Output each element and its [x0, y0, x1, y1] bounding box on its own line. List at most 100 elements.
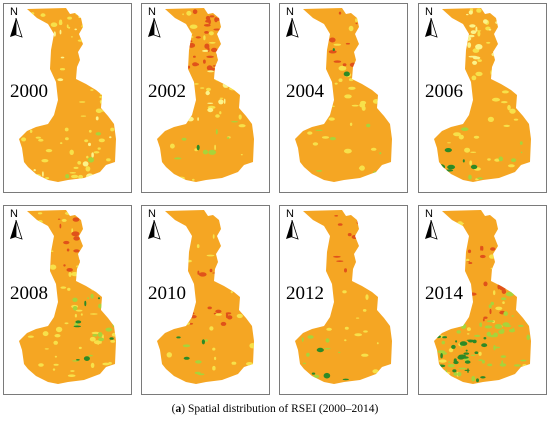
rsei-patch — [198, 272, 207, 277]
rsei-patch — [461, 127, 469, 131]
rsei-patch — [509, 108, 516, 114]
rsei-patch — [365, 52, 373, 56]
rsei-patch — [486, 320, 495, 323]
rsei-patch — [30, 12, 35, 15]
rsei-patch — [85, 266, 93, 268]
rsei-patch — [97, 332, 103, 338]
rsei-patch — [91, 288, 95, 291]
rsei-patch — [33, 169, 36, 172]
year-label: 2008 — [10, 283, 48, 304]
north-label: N — [10, 6, 18, 18]
rsei-patch — [468, 340, 474, 343]
rsei-patch — [456, 32, 464, 36]
rsei-patch — [448, 361, 451, 363]
rsei-patch — [477, 59, 482, 62]
rsei-patch — [495, 20, 501, 25]
rsei-patch — [507, 104, 511, 111]
rsei-patch — [195, 360, 202, 364]
rsei-patch — [344, 94, 352, 99]
rsei-patch — [321, 136, 330, 139]
rsei-patch — [66, 248, 70, 252]
rsei-patch — [45, 149, 53, 153]
rsei-patch — [315, 129, 323, 131]
rsei-patch — [360, 100, 367, 105]
rsei-patch — [215, 313, 222, 316]
rsei-patch — [83, 356, 90, 361]
rsei-patch — [77, 161, 82, 165]
rsei-patch — [189, 24, 198, 29]
rsei-patch — [208, 8, 217, 13]
rsei-patch — [464, 369, 470, 371]
rsei-patch — [206, 55, 214, 58]
rsei-patch — [518, 324, 524, 327]
rsei-patch — [215, 17, 221, 21]
rsei-patch — [383, 58, 391, 63]
rsei-patch — [470, 354, 476, 356]
rsei-patch — [440, 60, 449, 66]
rsei-patch — [246, 362, 253, 366]
rsei-patch — [466, 258, 470, 262]
rsei-patch — [107, 295, 114, 297]
rsei-patch — [306, 352, 310, 357]
rsei-patch — [502, 72, 510, 76]
north-arrow-icon: N — [424, 208, 438, 240]
rsei-patch — [490, 267, 493, 270]
rsei-patch — [332, 48, 335, 52]
north-label: N — [10, 208, 18, 220]
rsei-patch — [166, 256, 171, 259]
rsei-patch — [105, 327, 113, 332]
rsei-patch — [19, 368, 28, 370]
rsei-patch — [471, 375, 476, 382]
rsei-patch — [472, 48, 480, 53]
study-area-base — [157, 210, 254, 384]
rsei-patch — [452, 116, 459, 119]
rsei-patch — [44, 348, 49, 350]
rsei-patch — [366, 123, 371, 128]
rsei-patch — [483, 316, 488, 319]
rsei-patch — [526, 334, 530, 341]
rsei-patch — [477, 177, 483, 180]
rsei-patch — [468, 10, 473, 15]
rsei-patch — [203, 24, 211, 27]
rsei-patch — [379, 152, 382, 155]
rsei-patch — [505, 11, 511, 14]
rsei-patch — [63, 264, 66, 267]
rsei-patch — [215, 309, 222, 314]
rsei-patch — [220, 321, 227, 326]
rsei-patch — [468, 34, 475, 38]
rsei-patch — [451, 253, 456, 256]
rsei-patch — [458, 354, 466, 358]
rsei-patch — [453, 132, 461, 137]
rsei-patch — [372, 99, 380, 104]
rsei-patch — [76, 359, 80, 361]
rsei-patch — [498, 156, 503, 162]
rsei-patch — [333, 43, 342, 46]
rsei-patch — [87, 297, 89, 300]
rsei-patch — [90, 362, 95, 368]
rsei-patch — [202, 149, 208, 155]
rsei-patch — [98, 138, 105, 143]
rsei-patch — [348, 25, 354, 32]
rsei-patch — [440, 353, 443, 359]
rsei-patch — [307, 335, 314, 339]
year-label: 2014 — [425, 283, 463, 304]
rsei-patch — [48, 250, 54, 252]
north-arrow-icon: N — [285, 6, 299, 38]
rsei-patch — [230, 290, 233, 294]
rsei-patch — [489, 254, 496, 259]
rsei-patch — [59, 223, 62, 229]
north-label: N — [148, 6, 156, 18]
north-label: N — [425, 6, 433, 18]
rsei-patch — [458, 367, 467, 370]
rsei-patch — [192, 9, 198, 15]
rsei-patch — [80, 115, 87, 117]
rsei-patch — [302, 175, 309, 180]
rsei-patch — [311, 70, 319, 75]
study-area-map — [434, 8, 531, 182]
rsei-patch — [22, 55, 25, 58]
rsei-patch — [38, 363, 44, 367]
rsei-patch — [35, 377, 38, 383]
rsei-patch — [64, 322, 69, 325]
rsei-patch — [80, 313, 83, 316]
north-arrow-icon: N — [9, 208, 23, 240]
